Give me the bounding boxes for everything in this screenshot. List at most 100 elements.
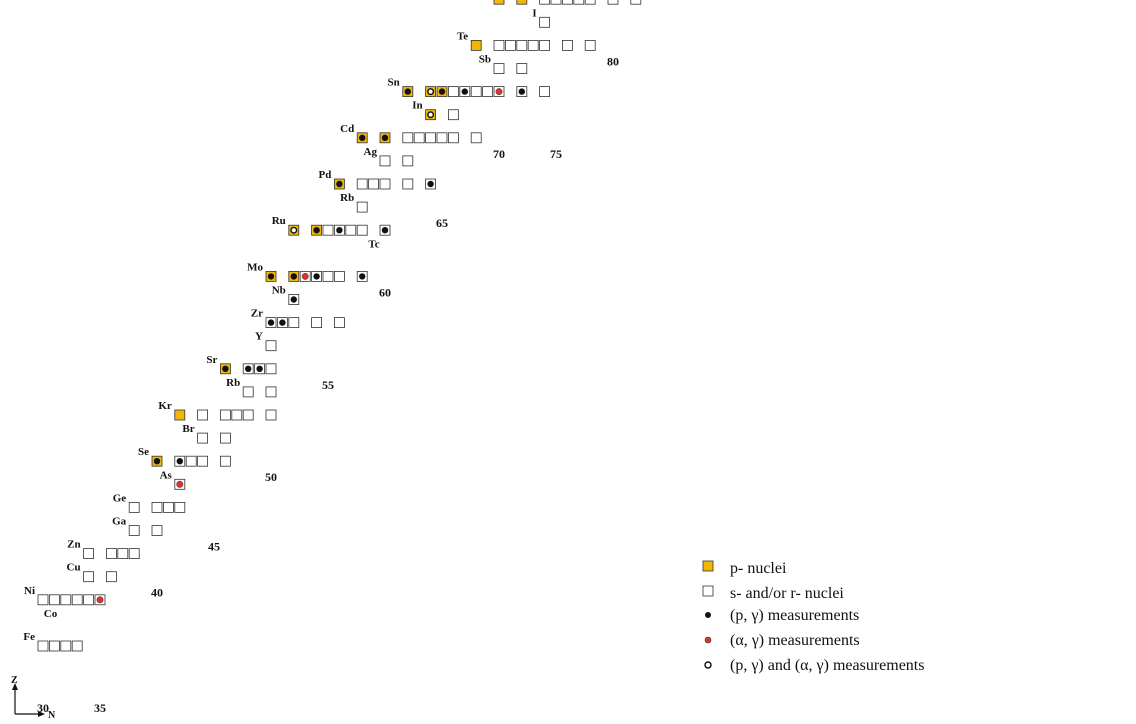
- s-r-nucleus-z32-n42: [174, 501, 186, 513]
- element-label-y: Y: [255, 331, 263, 343]
- p-gamma-dot-z46-n64: [427, 180, 434, 188]
- s-r-nucleus-z35-n44: [197, 432, 209, 444]
- p-gamma-dot-z44-n60: [381, 227, 389, 234]
- s-r-nucleus-z36-n48: [242, 409, 254, 421]
- neutron-number-45: 45: [208, 540, 220, 554]
- s-r-nucleus-z47-n62: [402, 155, 414, 167]
- s-r-nucleus-z36-n50: [265, 409, 277, 421]
- p-gamma-dot-z38-n49: [256, 365, 263, 372]
- neutron-number-30: 30: [37, 701, 49, 715]
- alpha-gamma-dot-z28-n35: [96, 596, 104, 604]
- element-label-kr: Kr: [158, 400, 172, 412]
- element-label-sr: Sr: [206, 354, 217, 366]
- s-r-nucleus-z26-n31: [49, 640, 60, 652]
- element-label-ag: Ag: [364, 146, 378, 158]
- s-r-nucleus-z50-n68: [470, 86, 482, 97]
- s-r-nucleus-z48-n63: [413, 132, 425, 144]
- legend-p-square-icon: [702, 560, 714, 572]
- s-r-nucleus-z44-n55: [322, 224, 334, 236]
- element-label-ru: Ru: [272, 215, 286, 227]
- element-label-i: I: [532, 7, 536, 19]
- s-r-nucleus-z44-n58: [356, 224, 368, 236]
- s-r-nucleus-z34-n46: [219, 455, 231, 467]
- element-label-cd: Cd: [340, 123, 354, 135]
- element-label-sn: Sn: [388, 77, 400, 89]
- element-label-zn: Zn: [67, 539, 80, 551]
- s-r-nucleus-z36-n47: [231, 409, 243, 421]
- s-r-nucleus-z46-n60: [379, 178, 391, 190]
- p-gamma-dot-z50-n62: [404, 88, 411, 95]
- s-r-nucleus-z50-n69: [482, 86, 494, 97]
- p-nucleus-z54-n72: [516, 0, 528, 5]
- p-gamma-dot-z48-n58: [359, 134, 366, 141]
- s-r-nucleus-z48-n68: [470, 132, 482, 144]
- s-r-nucleus-z40-n52: [288, 317, 300, 329]
- s-r-nucleus-z31-n38: [128, 525, 140, 536]
- s-r-nucleus-z35-n46: [219, 432, 231, 444]
- s-r-nucleus-z42-n56: [333, 270, 345, 282]
- p-gamma-dot-z38-n48: [245, 365, 252, 372]
- p-nucleus-z36-n42: [174, 409, 186, 421]
- s-r-nucleus-z30-n36: [106, 548, 117, 559]
- s-r-nucleus-z54-n75: [550, 0, 562, 5]
- s-r-nucleus-z52-n73: [527, 40, 539, 51]
- neutron-number-80: 80: [607, 54, 619, 68]
- s-r-nucleus-z34-n44: [197, 455, 209, 467]
- s-r-nucleus-z28-n31: [49, 594, 60, 606]
- s-r-nucleus-z28-n33: [71, 594, 83, 606]
- s-r-nucleus-z36-n44: [197, 409, 209, 421]
- element-label-ga: Ga: [112, 516, 127, 528]
- s-r-nucleus-z54-n80: [607, 0, 619, 5]
- p-gamma-dot-z42-n52: [290, 273, 297, 280]
- p-gamma-dot-z50-n67: [461, 88, 468, 95]
- s-r-nucleus-z26-n32: [60, 640, 72, 652]
- s-r-nucleus-z52-n78: [584, 40, 596, 51]
- p-gamma-dot-z40-n50: [267, 319, 275, 326]
- s-r-nucleus-z48-n65: [436, 132, 448, 144]
- nuclide-cells: [37, 0, 642, 652]
- s-r-nucleus-z37-n50: [265, 386, 277, 398]
- element-label-zr: Zr: [251, 308, 263, 320]
- p-gamma-dot-z42-n58: [359, 273, 366, 280]
- s-r-nucleus-z26-n30: [37, 640, 49, 652]
- element-label-br: Br: [182, 423, 194, 435]
- neutron-number-labels: 3035404550556065707580859095100105110115…: [37, 54, 619, 715]
- s-r-nucleus-z46-n59: [368, 178, 380, 190]
- alpha-gamma-dot-z33-n42: [176, 480, 184, 488]
- alpha-gamma-dot-z42-n53: [301, 272, 309, 280]
- s-r-nucleus-z54-n76: [562, 0, 573, 5]
- element-label-sb: Sb: [479, 54, 491, 66]
- s-r-nucleus-z37-n48: [242, 386, 254, 398]
- s-r-nucleus-z52-n74: [539, 40, 550, 51]
- element-label-ge: Ge: [113, 492, 127, 504]
- s-r-nucleus-z32-n41: [162, 501, 174, 513]
- s-r-nucleus-z30-n34: [83, 548, 94, 559]
- s-r-nucleus-z52-n72: [516, 40, 528, 51]
- both-measurements-dot-z49-n64: [427, 111, 435, 119]
- legend-both-text: (p, γ) and (α, γ) measurements: [730, 657, 924, 674]
- s-r-nucleus-z51-n70: [493, 63, 505, 74]
- s-r-nucleus-z54-n78: [584, 0, 596, 5]
- s-r-nucleus-z32-n40: [151, 501, 163, 513]
- p-gamma-dot-z46-n56: [336, 180, 343, 188]
- alpha-gamma-dot-z50-n70: [495, 88, 503, 96]
- s-r-nucleus-z47-n60: [379, 155, 391, 167]
- s-r-nucleus-z39-n50: [265, 340, 277, 352]
- both-measurements-dot-z50-n64: [427, 88, 435, 96]
- p-gamma-dot-z48-n60: [381, 134, 389, 141]
- element-label-in: In: [412, 100, 422, 112]
- s-r-nucleus-z40-n54: [311, 317, 323, 329]
- p-nucleus-z54-n70: [493, 0, 505, 5]
- element-labels: Fe Co Ni Cu Zn Ga Ge As Se Br Kr Rb Sr Y Zr Nb Mo Tc Ru Rb P…: [23, 7, 536, 643]
- z-axis-label: Z: [11, 675, 18, 686]
- legend-black-dot-icon: [705, 612, 711, 618]
- element-label-fe: Fe: [23, 631, 35, 643]
- s-r-nucleus-z28-n34: [83, 594, 94, 606]
- s-r-nucleus-z29-n36: [106, 571, 117, 583]
- neutron-number-50: 50: [265, 470, 277, 484]
- s-r-nucleus-z44-n57: [345, 224, 357, 236]
- p-nucleus-z52-n68: [470, 40, 482, 51]
- neutron-number-65: 65: [436, 216, 448, 230]
- element-label-co: Co: [44, 608, 58, 620]
- s-r-nucleus-z42-n55: [322, 270, 334, 282]
